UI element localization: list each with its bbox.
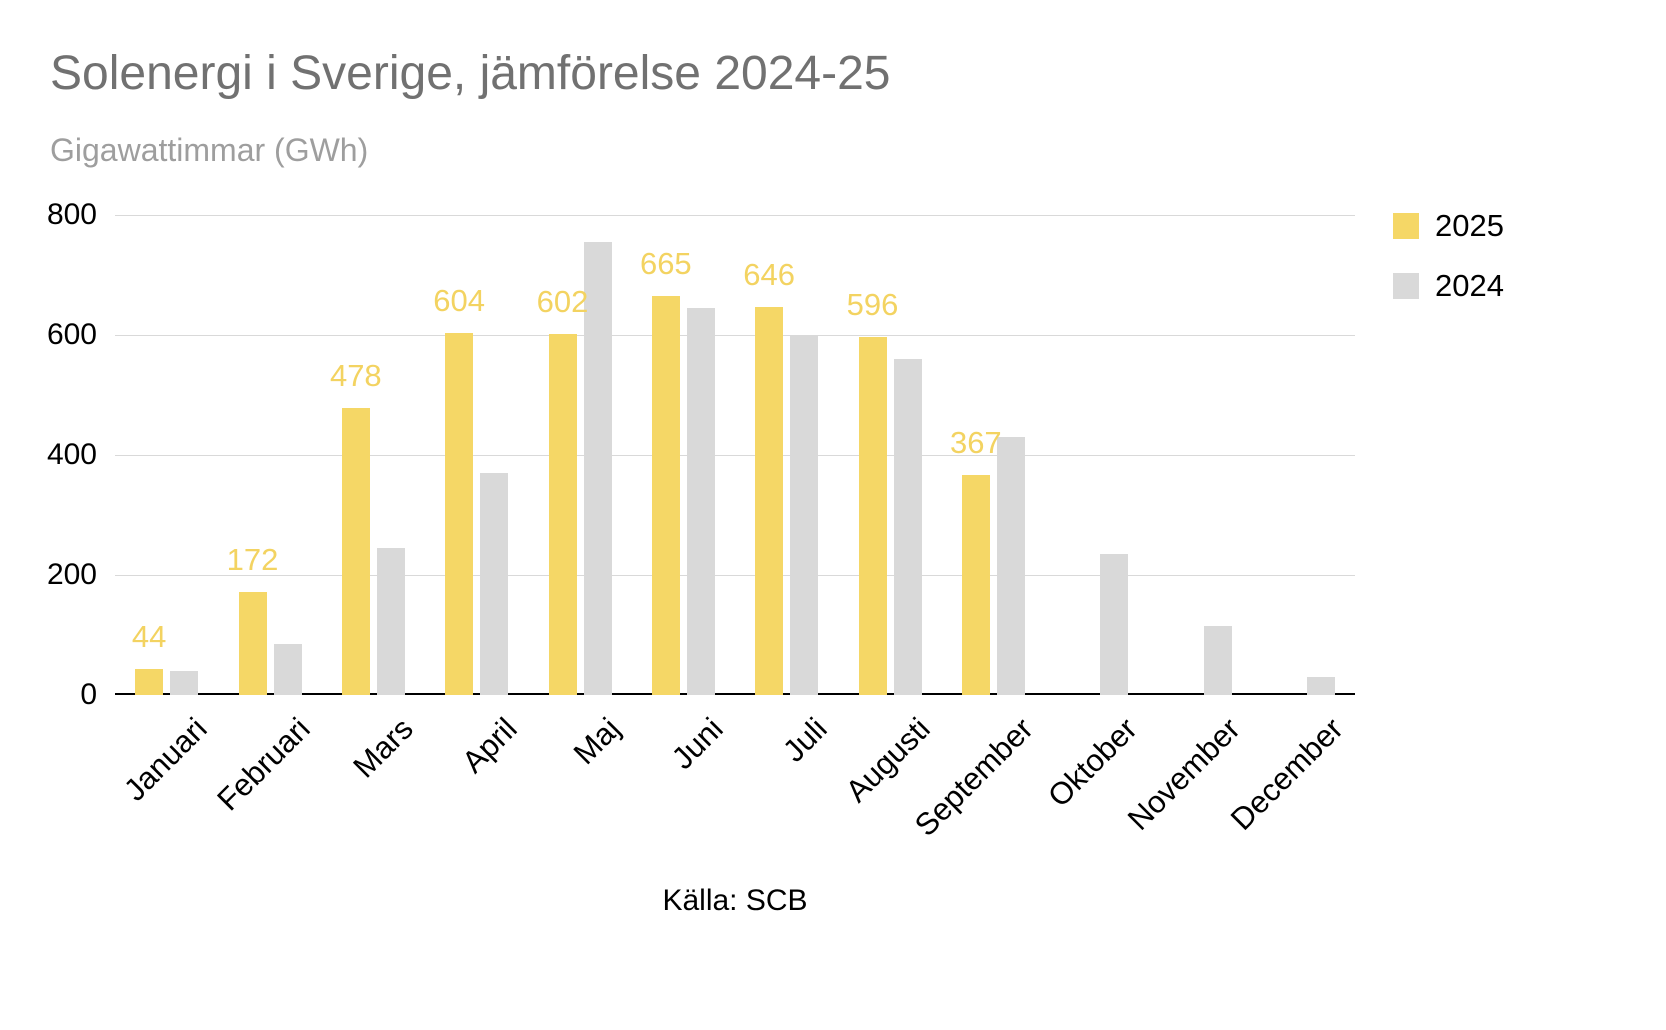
bar-2024-mars bbox=[376, 548, 405, 695]
data-label-2025-juli: 646 bbox=[743, 257, 796, 293]
bar-2025-augusti bbox=[858, 337, 887, 695]
plot-area: 0 200 400 600 800 44 172 478 604 602 665 646 596 367 bbox=[47, 198, 1355, 711]
bar-2025-september bbox=[961, 474, 990, 695]
legend-label-2024: 2024 bbox=[1435, 268, 1504, 303]
bar-2025-februari bbox=[238, 591, 267, 695]
bar-2024-januari bbox=[170, 671, 199, 695]
bar-2024-april bbox=[480, 473, 509, 695]
gridline-200 bbox=[115, 575, 1355, 576]
chart-title: Solenergi i Sverige, jämförelse 2024-25 bbox=[50, 47, 891, 100]
x-tick-label-december: December bbox=[1224, 711, 1351, 837]
data-label-2025-maj: 602 bbox=[536, 283, 589, 319]
x-tick-label-mars: Mars bbox=[346, 711, 421, 785]
bar-2024-november bbox=[1203, 626, 1232, 695]
x-axis: Januari Februari Mars April Maj Juni Juli Augus… bbox=[115, 695, 1355, 855]
x-tick-label-januari: Januari bbox=[116, 711, 214, 808]
bar-2024-oktober bbox=[1100, 554, 1129, 695]
x-tick-label-april: April bbox=[454, 711, 524, 780]
data-label-2025-april: 604 bbox=[433, 282, 486, 318]
x-tick-label-augusti: Augusti bbox=[838, 711, 937, 809]
y-tick-label-800: 800 bbox=[46, 198, 97, 231]
y-tick-label-200: 200 bbox=[46, 558, 97, 591]
legend-label-2025: 2025 bbox=[1435, 208, 1504, 243]
bar-2024-december bbox=[1306, 677, 1335, 695]
x-tick-label-februari: Februari bbox=[210, 711, 317, 818]
x-tick-label-maj: Maj bbox=[566, 711, 627, 772]
data-label-2025-mars: 478 bbox=[329, 358, 382, 394]
bar-2024-juni bbox=[686, 308, 715, 695]
x-tick-label-november: November bbox=[1120, 711, 1247, 837]
bar-2025-april bbox=[445, 332, 474, 695]
bar-2024-augusti bbox=[893, 359, 922, 695]
data-label-2025-januari: 44 bbox=[131, 618, 167, 654]
legend-item-2025: 2025 bbox=[1393, 208, 1504, 244]
legend-swatch-2025 bbox=[1393, 213, 1419, 239]
bar-2024-februari bbox=[273, 644, 302, 695]
gridline-0 bbox=[115, 693, 1355, 695]
y-tick-label-0: 0 bbox=[80, 678, 97, 711]
gridline-400 bbox=[115, 455, 1355, 456]
data-label-2025-juni: 665 bbox=[639, 246, 692, 281]
bar-2025-mars bbox=[341, 408, 370, 695]
legend: 2025 2024 bbox=[1393, 208, 1504, 304]
gridline-800 bbox=[115, 215, 1355, 216]
bar-2025-januari bbox=[135, 668, 164, 695]
legend-item-2024: 2024 bbox=[1393, 268, 1504, 304]
legend-swatch-2024 bbox=[1393, 273, 1419, 299]
bar-2025-juni bbox=[651, 296, 680, 695]
x-tick-label-juni: Juni bbox=[665, 711, 731, 776]
source-caption: Källa: SCB bbox=[662, 884, 808, 917]
y-tick-label-600: 600 bbox=[46, 318, 97, 351]
x-tick-label-oktober: Oktober bbox=[1040, 711, 1144, 814]
data-label-2025-september: 367 bbox=[949, 424, 1002, 460]
bar-2024-maj bbox=[583, 242, 612, 695]
gridline-600 bbox=[115, 335, 1355, 336]
bar-2024-september bbox=[996, 437, 1025, 695]
chart-subtitle: Gigawattimmar (GWh) bbox=[50, 132, 369, 168]
y-tick-label-400: 400 bbox=[46, 438, 97, 471]
data-label-2025-februari: 172 bbox=[226, 541, 279, 577]
bar-2024-juli bbox=[790, 335, 819, 695]
bar-2025-juli bbox=[755, 307, 784, 695]
bar-2025-maj bbox=[548, 333, 577, 695]
x-tick-label-juli: Juli bbox=[775, 711, 834, 769]
data-label-2025-augusti: 596 bbox=[846, 287, 899, 323]
